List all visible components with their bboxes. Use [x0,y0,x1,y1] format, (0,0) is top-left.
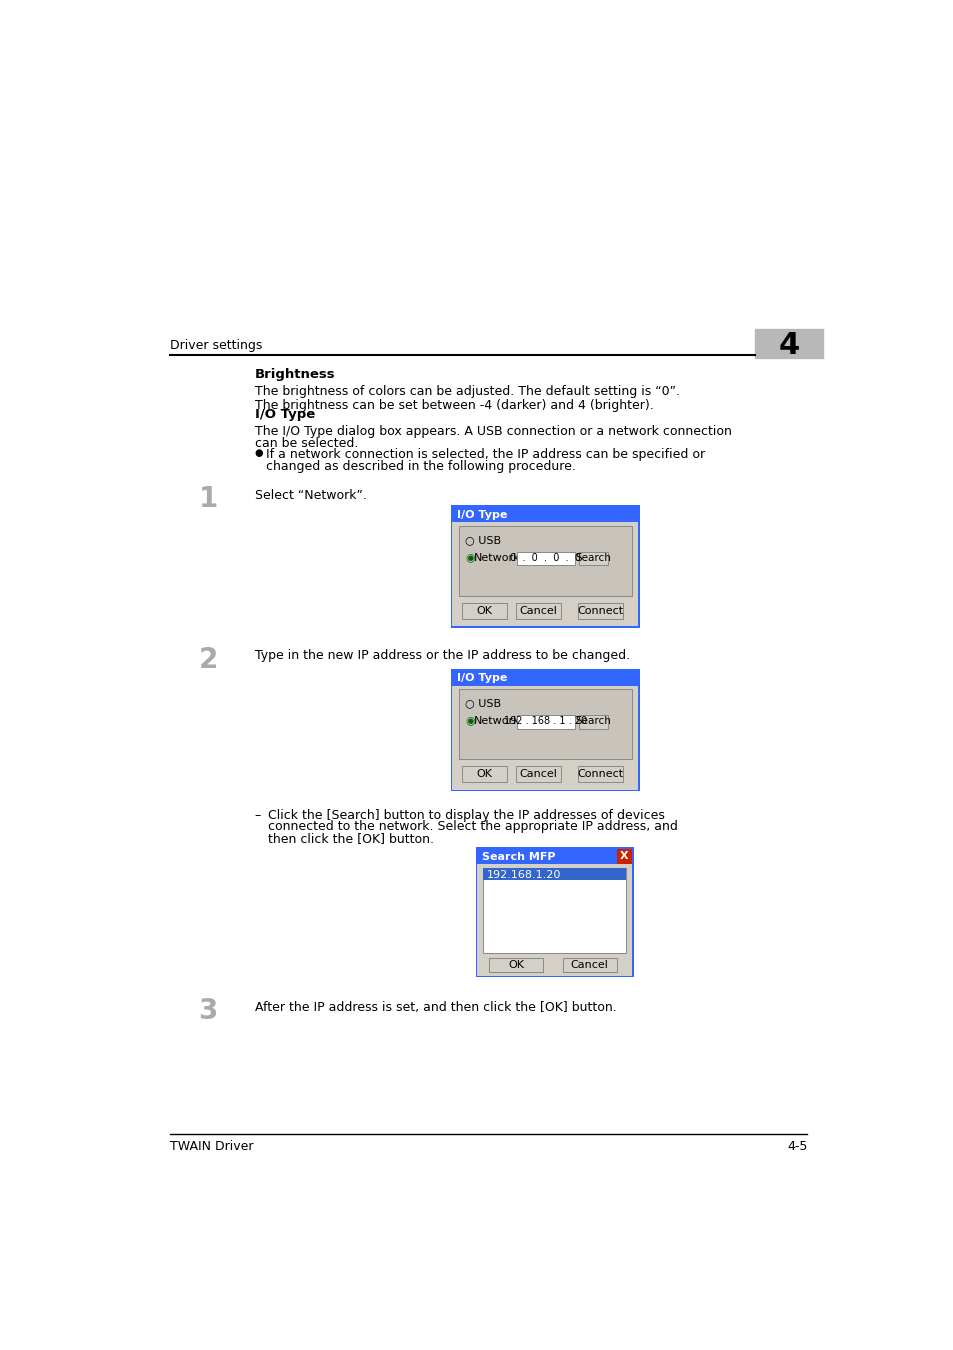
Text: Type in the new IP address or the IP address to be changed.: Type in the new IP address or the IP add… [254,649,629,663]
Bar [461,767,506,782]
Text: can be selected.: can be selected. [254,437,358,450]
Text: X: X [619,850,628,861]
Bar [458,526,632,595]
Text: Search: Search [575,717,611,726]
Text: Network: Network [474,554,520,563]
Bar [754,329,822,358]
Text: The I/O Type dialog box appears. A USB connection or a network connection: The I/O Type dialog box appears. A USB c… [254,425,731,439]
Text: –: – [254,809,261,822]
Text: Cancel: Cancel [570,960,608,969]
Bar [578,552,608,566]
Text: ○ USB: ○ USB [464,699,500,709]
Text: If a network connection is selected, the IP address can be specified or: If a network connection is selected, the… [266,448,705,462]
Bar [451,668,639,791]
Bar [461,603,506,618]
Text: Click the [Search] button to display the IP addresses of devices: Click the [Search] button to display the… [268,809,664,822]
Text: 3: 3 [198,998,218,1026]
Text: changed as described in the following procedure.: changed as described in the following pr… [266,460,576,472]
Text: Driver settings: Driver settings [171,339,262,352]
Text: Cancel: Cancel [519,606,557,616]
Text: then click the [OK] button.: then click the [OK] button. [268,832,434,845]
Text: 4: 4 [778,331,799,360]
Bar [578,767,622,782]
Text: 2: 2 [198,645,218,674]
Bar [516,603,560,618]
Text: 192.168.1.20: 192.168.1.20 [486,869,560,880]
Text: 4-5: 4-5 [786,1139,806,1153]
Text: The brightness can be set between -4 (darker) and 4 (brighter).: The brightness can be set between -4 (da… [254,400,653,412]
Bar [488,958,542,972]
Text: Search: Search [575,554,611,563]
Text: I/O Type: I/O Type [254,409,314,421]
Bar [452,508,638,626]
Bar [617,849,632,864]
Text: ○ USB: ○ USB [464,536,500,545]
Text: Brightness: Brightness [254,369,335,381]
Text: I/O Type: I/O Type [456,510,507,520]
Text: I/O Type: I/O Type [456,674,507,683]
Bar [516,767,560,782]
Text: Connect: Connect [577,606,623,616]
Text: OK: OK [476,768,492,779]
Bar [517,716,575,729]
Bar [578,716,608,729]
Bar [562,958,617,972]
Text: 1: 1 [198,486,218,513]
Text: After the IP address is set, and then click the [OK] button.: After the IP address is set, and then cl… [254,1002,616,1014]
Text: OK: OK [476,606,492,616]
Text: 0  .  0  .  0  .  0: 0 . 0 . 0 . 0 [510,554,580,563]
Text: Connect: Connect [577,768,623,779]
Text: The brightness of colors can be adjusted. The default setting is “0”.: The brightness of colors can be adjusted… [254,385,679,398]
Text: Network: Network [474,717,520,726]
Text: ◉: ◉ [464,717,475,726]
Text: ●: ● [254,448,263,459]
Bar [452,508,638,522]
Text: 192 . 168 . 1 . 20: 192 . 168 . 1 . 20 [503,717,586,726]
Text: Select “Network”.: Select “Network”. [254,489,366,502]
Bar [451,505,639,628]
Text: ◉: ◉ [464,554,475,563]
Text: OK: OK [508,960,523,969]
Text: Search MFP: Search MFP [481,852,555,861]
Bar [517,552,575,566]
Bar [483,868,625,953]
Text: Cancel: Cancel [519,768,557,779]
Bar [452,670,638,686]
Bar [476,849,617,864]
Bar [578,603,622,618]
Bar [476,848,633,977]
Text: TWAIN Driver: TWAIN Driver [171,1139,253,1153]
Bar [452,670,638,790]
Bar [476,849,632,976]
Bar [483,868,625,880]
Bar [458,690,632,759]
Text: connected to the network. Select the appropriate IP address, and: connected to the network. Select the app… [268,821,678,833]
